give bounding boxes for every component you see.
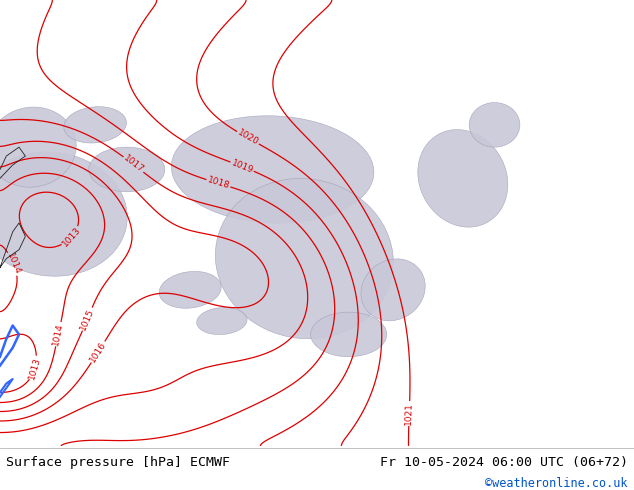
Ellipse shape	[0, 152, 127, 276]
Ellipse shape	[216, 178, 393, 339]
Ellipse shape	[418, 129, 508, 227]
Ellipse shape	[0, 107, 76, 187]
Ellipse shape	[159, 271, 221, 308]
Ellipse shape	[361, 259, 425, 321]
Text: ©weatheronline.co.uk: ©weatheronline.co.uk	[485, 477, 628, 490]
Text: 1014: 1014	[5, 251, 22, 276]
Ellipse shape	[171, 116, 374, 223]
Ellipse shape	[197, 308, 247, 335]
Text: 1013: 1013	[27, 356, 42, 380]
Text: 1019: 1019	[230, 158, 254, 175]
Ellipse shape	[64, 107, 126, 143]
Ellipse shape	[311, 312, 387, 357]
Text: 1018: 1018	[206, 175, 231, 191]
Text: 1016: 1016	[88, 340, 108, 364]
Text: 1013: 1013	[60, 225, 82, 248]
Text: 1017: 1017	[122, 154, 145, 175]
Ellipse shape	[89, 147, 165, 192]
Text: Surface pressure [hPa] ECMWF: Surface pressure [hPa] ECMWF	[6, 456, 230, 469]
Text: 1015: 1015	[79, 307, 96, 331]
Text: Fr 10-05-2024 06:00 UTC (06+72): Fr 10-05-2024 06:00 UTC (06+72)	[380, 456, 628, 469]
Ellipse shape	[469, 102, 520, 147]
Text: 1021: 1021	[404, 402, 414, 425]
Text: 1014: 1014	[51, 322, 65, 346]
Text: 1020: 1020	[236, 128, 260, 147]
